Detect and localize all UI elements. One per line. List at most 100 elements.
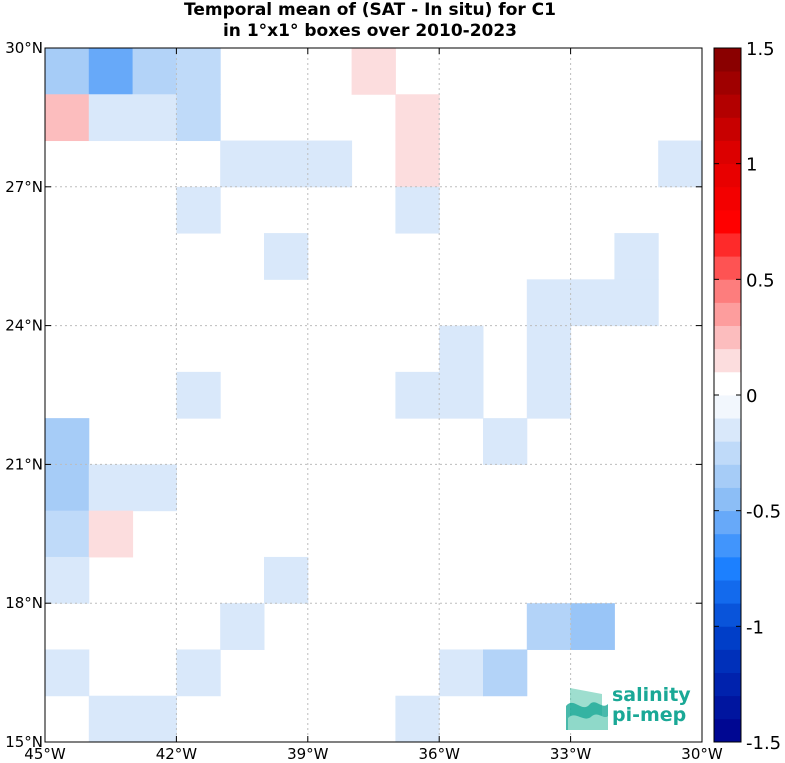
heatmap-cell xyxy=(526,325,572,373)
colorbar-segment xyxy=(714,533,741,558)
heatmap-cell xyxy=(176,186,221,234)
heatmap-cell xyxy=(439,371,484,419)
colorbar-segment xyxy=(714,256,741,280)
heatmap-cell xyxy=(88,464,134,512)
heatmap-cell xyxy=(570,603,615,650)
colorbar-segment xyxy=(714,279,741,303)
heatmap-cell xyxy=(88,48,134,95)
heatmap-cell xyxy=(45,510,90,558)
heatmap-cell xyxy=(88,695,134,743)
x-tick-label: 45°W xyxy=(24,745,66,763)
heatmap-cell xyxy=(526,279,572,327)
colorbar-segment xyxy=(714,510,741,535)
heatmap-cell xyxy=(45,418,90,465)
heatmap-cell xyxy=(439,325,484,373)
colorbar-segment xyxy=(714,117,741,141)
colorbar-segment xyxy=(714,348,741,373)
plot-frame xyxy=(44,47,703,743)
heatmap-cell xyxy=(264,140,309,188)
salinity-pi-mep-logo: salinity pi-mep xyxy=(566,684,696,732)
grid-lines xyxy=(45,48,702,742)
colorbar-segment xyxy=(714,464,741,488)
heatmap-cell xyxy=(176,48,221,95)
colorbar-segment xyxy=(714,441,741,465)
colorbar-segment xyxy=(714,418,741,442)
heatmap-cell xyxy=(483,418,528,465)
y-tick-label: 21°N xyxy=(5,455,43,473)
x-tick-label: 42°W xyxy=(156,745,198,763)
heatmap-cell xyxy=(132,464,177,512)
colorbar-segment xyxy=(714,209,741,234)
heatmap-cell xyxy=(658,140,703,188)
colorbar-segment xyxy=(714,163,741,188)
heatmap-cell xyxy=(395,695,440,743)
colorbar: 1.5 1 0.5 0 -0.5 -1 -1.5 xyxy=(713,39,781,754)
heatmap-cell xyxy=(220,140,265,188)
y-tick-label: 30°N xyxy=(5,39,43,57)
colorbar-segment xyxy=(714,48,741,72)
heatmap-cell xyxy=(526,371,572,419)
colorbar-segment xyxy=(714,487,741,512)
heatmap-cell xyxy=(132,695,177,743)
y-tick-label: 15°N xyxy=(5,733,43,751)
heatmap-cell xyxy=(45,48,90,95)
y-tick-label: 24°N xyxy=(5,317,43,335)
colorbar-segment xyxy=(714,395,741,419)
colorbar-segment xyxy=(714,626,741,650)
heatmap-cell xyxy=(88,510,134,558)
heatmap-cell xyxy=(45,556,90,604)
colorbar-segment xyxy=(714,556,741,581)
heatmap-cell xyxy=(483,649,528,697)
heatmap-cell xyxy=(176,94,221,142)
heatmap-cells xyxy=(45,48,703,743)
heatmap-cell xyxy=(176,371,221,419)
heatmap-cell xyxy=(132,94,177,142)
heatmap-cell xyxy=(264,556,309,604)
colorbar-segment xyxy=(714,695,741,720)
colorbar-tick-label: -1 xyxy=(746,617,764,638)
heatmap-cell xyxy=(220,603,265,650)
colorbar-tick-label: -0.5 xyxy=(746,502,781,523)
colorbar-segment xyxy=(714,649,741,673)
heatmap-cell xyxy=(45,649,90,697)
colorbar-tick-label: 1.5 xyxy=(746,39,775,60)
heatmap-cell xyxy=(176,649,221,697)
colorbar-tick-label: -1.5 xyxy=(746,733,781,754)
heatmap-cell xyxy=(351,48,396,95)
y-tick-label: 27°N xyxy=(5,178,43,196)
heatmap-cell xyxy=(614,233,659,280)
colorbar-segment xyxy=(714,603,741,627)
x-tick-label: 30°W xyxy=(681,745,723,763)
y-tick-label: 18°N xyxy=(5,594,43,612)
heatmap-cell xyxy=(88,94,134,142)
heatmap-cell xyxy=(570,279,615,327)
heatmap-cell xyxy=(132,48,177,95)
heatmap-cell xyxy=(264,233,309,280)
colorbar-segment xyxy=(714,94,741,118)
heatmap-cell xyxy=(395,94,440,142)
heatmap-cell xyxy=(45,464,90,512)
colorbar-segment xyxy=(714,71,741,95)
heatmap-cell xyxy=(395,140,440,188)
heatmap-cell xyxy=(45,94,90,142)
colorbar-segment xyxy=(714,186,741,211)
heatmap-cell xyxy=(526,603,572,650)
colorbar-segment xyxy=(714,718,741,743)
x-tick-label: 33°W xyxy=(550,745,592,763)
colorbar-segment xyxy=(714,672,741,697)
colorbar-tick-label: 0.5 xyxy=(746,270,775,291)
logo-text-salinity: salinity xyxy=(612,684,691,706)
colorbar-segment xyxy=(714,302,741,326)
heatmap-cell xyxy=(307,140,353,188)
wave-logo-icon xyxy=(566,688,608,730)
x-tick-label: 39°W xyxy=(287,745,329,763)
heatmap-cell xyxy=(395,186,440,234)
logo-text-pi-mep: pi-mep xyxy=(612,704,687,726)
colorbar-segment xyxy=(714,371,741,396)
colorbar-tick-label: 1 xyxy=(746,155,757,176)
heatmap-cell xyxy=(439,649,484,697)
chart-title-line-2: in 1°x1° boxes over 2010-2023 xyxy=(222,21,518,41)
chart-title-line-1: Temporal mean of (SAT - In situ) for C1 xyxy=(184,0,556,20)
